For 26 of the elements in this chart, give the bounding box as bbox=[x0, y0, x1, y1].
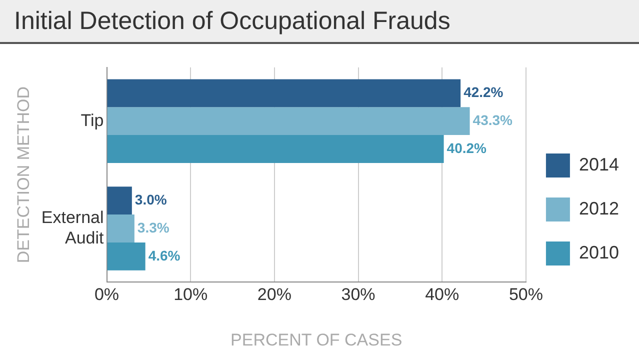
x-axis-title: PERCENT OF CASES bbox=[230, 330, 402, 350]
legend-label: 2014 bbox=[578, 154, 620, 174]
chart-title: Initial Detection of Occupational Frauds bbox=[0, 0, 639, 44]
bar bbox=[107, 107, 470, 136]
bar bbox=[107, 135, 444, 163]
legend-label: 2010 bbox=[578, 242, 620, 262]
bar bbox=[107, 214, 134, 242]
text: 40.2% bbox=[446, 140, 486, 156]
x-tick-label: 30% bbox=[341, 285, 376, 304]
bar bbox=[107, 79, 461, 108]
x-tick-label: 0% bbox=[94, 285, 120, 304]
x-tick-label: 40% bbox=[425, 285, 460, 304]
x-tick-label: 20% bbox=[257, 285, 292, 304]
y-tick-label: Tip bbox=[80, 110, 104, 130]
text: 3.3% bbox=[137, 219, 170, 236]
text: 4.6% bbox=[148, 247, 180, 264]
x-tick-label: 50% bbox=[508, 285, 543, 304]
text: 43.3% bbox=[472, 112, 512, 128]
legend-label: 2012 bbox=[578, 198, 620, 218]
x-tick-label: 10% bbox=[174, 285, 208, 304]
text: 42.2% bbox=[464, 84, 504, 100]
y-tick-label: External Audit bbox=[41, 208, 104, 248]
bar bbox=[107, 186, 132, 215]
bar bbox=[107, 242, 146, 270]
text: 3.0% bbox=[134, 191, 167, 208]
y-axis-title: DETECTION METHOD bbox=[14, 86, 33, 264]
